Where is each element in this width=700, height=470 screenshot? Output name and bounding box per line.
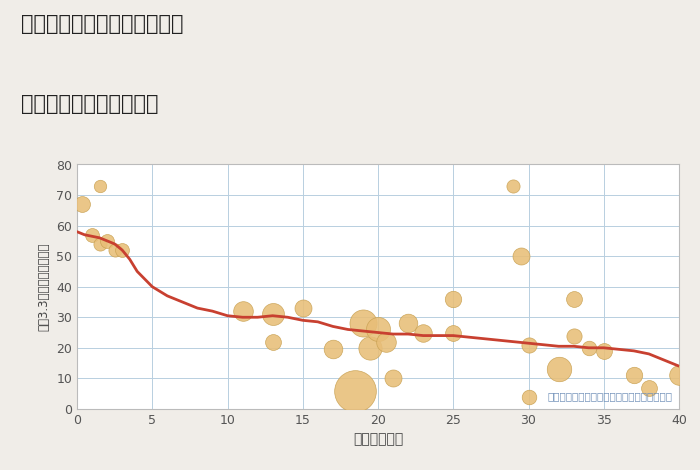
Point [583,344,594,352]
Point [365,344,376,352]
Text: 円の大きさは、取引のあった物件面積を示す: 円の大きさは、取引のあった物件面積を示す [548,392,673,401]
Point [102,237,113,244]
Point [629,371,640,379]
Point [508,182,519,189]
Point [87,231,98,238]
Point [328,345,339,353]
Point [267,338,278,345]
Point [350,387,361,394]
Text: 三重県松阪市嬉野釜生田町の: 三重県松阪市嬉野釜生田町の [21,14,183,34]
Point [237,307,248,315]
X-axis label: 築年数（年）: 築年数（年） [353,432,403,446]
Y-axis label: 坪（3.3㎡）単価（万円）: 坪（3.3㎡）単価（万円） [38,243,50,331]
Point [417,329,428,337]
Point [553,366,564,373]
Point [515,252,526,260]
Point [568,332,580,339]
Point [402,320,414,327]
Point [267,310,278,318]
Point [357,320,368,327]
Point [598,347,609,354]
Point [673,371,685,379]
Point [523,393,534,400]
Point [448,329,459,337]
Point [388,375,399,382]
Point [116,246,128,254]
Point [372,326,384,333]
Point [448,295,459,303]
Point [76,200,87,208]
Point [568,295,580,303]
Point [109,246,120,254]
Point [380,338,391,345]
Text: 築年数別中古戸建て価格: 築年数別中古戸建て価格 [21,94,158,114]
Point [643,384,655,391]
Point [94,182,105,189]
Point [523,341,534,349]
Point [94,240,105,248]
Point [297,305,308,312]
